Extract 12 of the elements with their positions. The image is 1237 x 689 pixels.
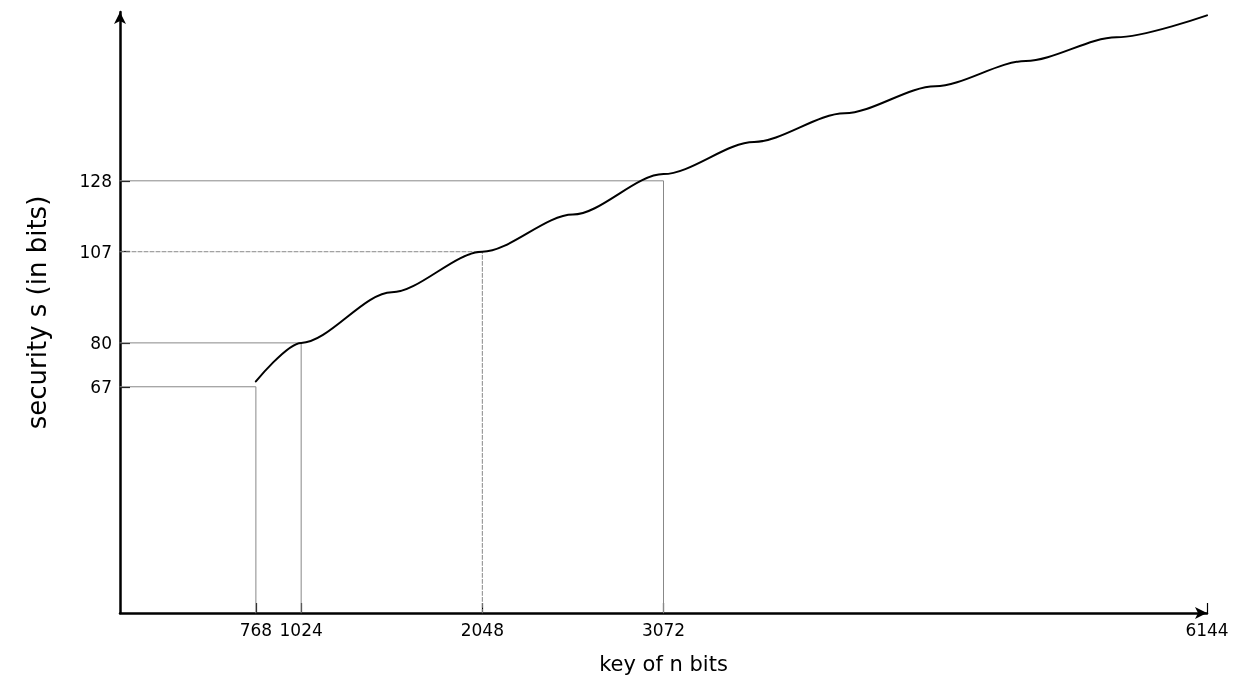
line-series [254,14,1208,383]
x-tick-label: 3072 [641,619,686,640]
y-tick-label: 80 [90,332,112,353]
y-tick-label: 107 [79,241,112,262]
y-axis-title: security s (in bits) [22,195,52,430]
x-axis-title: key of n bits [599,651,728,676]
y-tick-label: 67 [90,376,112,397]
y-tick-label: 128 [79,170,112,191]
x-tick-label: 2048 [460,619,504,640]
x-tick-label: 1024 [279,619,323,640]
x-tick-label: 6144 [1185,619,1229,640]
x-tick-label: 768 [239,619,273,640]
